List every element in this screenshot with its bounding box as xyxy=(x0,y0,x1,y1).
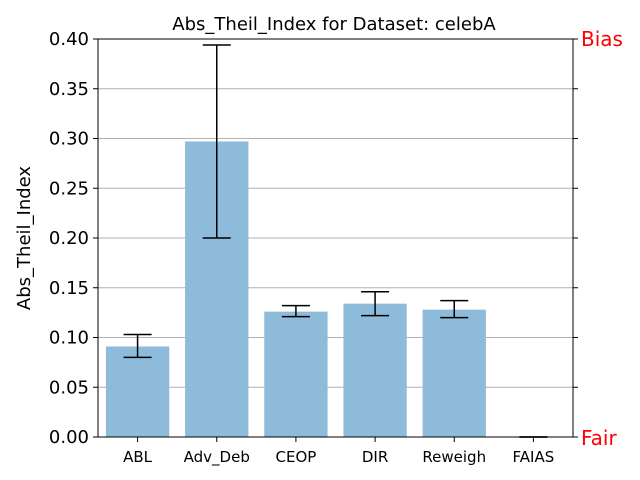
y-tick-label: 0.20 xyxy=(49,228,89,249)
error-bar xyxy=(281,304,310,318)
x-tick-label: Reweigh xyxy=(422,448,486,466)
chart-title: Abs_Theil_Index for Dataset: celebA xyxy=(172,14,496,35)
error-bar xyxy=(202,44,231,239)
x-tick-label: DIR xyxy=(362,448,388,466)
y-tick-label: 0.25 xyxy=(49,178,89,199)
error-bar xyxy=(440,299,469,319)
x-ticks: ABL Adv_Deb CEOP DIR Reweigh FAIAS xyxy=(123,437,554,467)
y-ticks: 0.00 0.05 0.10 0.15 0.20 0.25 0.30 0.35 0.40 xyxy=(49,29,578,448)
y-tick-label: 0.40 xyxy=(49,29,89,50)
error-bar xyxy=(361,290,390,317)
y-tick-label: 0.05 xyxy=(49,377,89,398)
y-axis-label: Abs_Theil_Index xyxy=(14,166,35,310)
bar-dir xyxy=(343,303,407,437)
y-tick-label: 0.00 xyxy=(49,427,89,448)
fair-label: Fair xyxy=(581,426,617,450)
error-bar xyxy=(123,333,152,359)
bar-abl xyxy=(105,346,170,437)
x-tick-label: ABL xyxy=(123,448,153,466)
y-tick-label: 0.15 xyxy=(49,278,89,299)
bars xyxy=(105,141,486,438)
bias-label: Bias xyxy=(581,27,623,51)
y-tick-label: 0.10 xyxy=(49,328,89,349)
bar-reweigh xyxy=(422,309,486,437)
x-tick-label: FAIAS xyxy=(513,448,555,466)
y-tick-label: 0.35 xyxy=(49,79,89,100)
bar-ceop xyxy=(264,311,328,437)
y-tick-label: 0.30 xyxy=(49,129,89,150)
x-tick-label: CEOP xyxy=(276,448,317,466)
x-tick-label: Adv_Deb xyxy=(184,448,250,467)
